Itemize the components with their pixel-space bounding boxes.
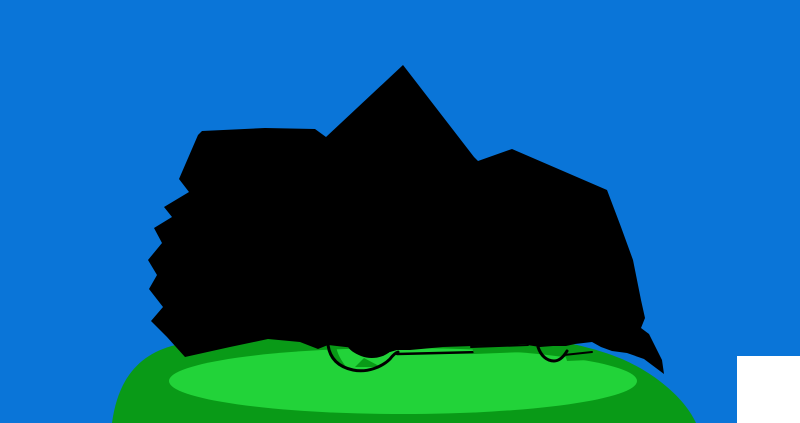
arch-left-outline xyxy=(326,343,400,373)
base-ledge-left-edge xyxy=(470,344,529,348)
corner-patch xyxy=(737,356,800,423)
arch-left-shadow xyxy=(330,346,348,369)
arch-left-grass-bump xyxy=(355,358,381,367)
arch-left-inner-blob xyxy=(347,345,393,359)
base-line xyxy=(395,350,483,356)
black-silhouette xyxy=(148,65,664,374)
grass-highlight xyxy=(169,348,637,414)
base-ledge-right-edge xyxy=(563,351,593,356)
